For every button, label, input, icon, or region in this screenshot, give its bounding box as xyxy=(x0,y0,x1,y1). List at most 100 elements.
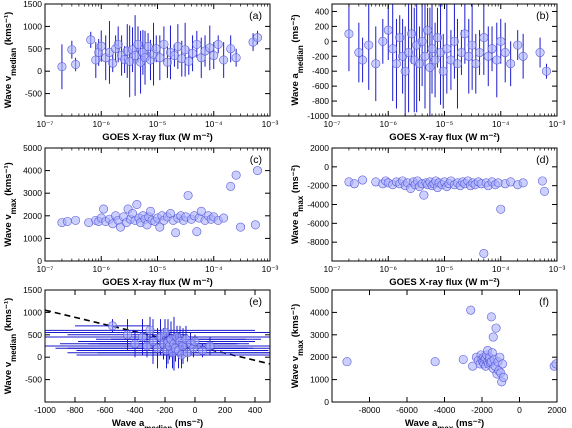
data-point-a-42 xyxy=(219,55,229,65)
data-point-c-56 xyxy=(236,222,246,232)
x-axis-label-a: GOES X-ray flux (W m⁻²) xyxy=(102,132,213,143)
data-point-a-41 xyxy=(213,39,223,49)
y-tick-label-d: -8000 xyxy=(307,237,329,247)
x-axis-label-c: GOES X-ray flux (W m⁻²) xyxy=(102,277,213,288)
y-axis-label-b: Wave amedian (ms⁻²) xyxy=(290,14,305,105)
data-point-e-1 xyxy=(123,330,133,340)
data-point-b-13 xyxy=(407,29,417,39)
data-point-b-20 xyxy=(425,62,435,72)
x-tick-label-f: -8000 xyxy=(359,405,381,415)
data-point-b-21 xyxy=(427,44,437,54)
data-point-c-45 xyxy=(192,227,202,237)
x-tick-label-e: -600 xyxy=(96,405,113,415)
data-point-b-46 xyxy=(541,66,551,76)
y-tick-label-d: -4000 xyxy=(307,200,329,210)
y-axis-label-e: Wave vmedian (kms⁻¹) xyxy=(3,298,18,395)
y-tick-label-a: 1500 xyxy=(23,0,42,9)
data-point-b-40 xyxy=(496,36,506,46)
y-tick-label-c: 4000 xyxy=(23,166,42,176)
x-tick-label-c: 10⁻³ xyxy=(262,264,279,274)
data-point-d-2 xyxy=(358,175,368,185)
data-point-c-7 xyxy=(99,204,109,214)
data-point-b-19 xyxy=(423,25,433,35)
data-point-c-57 xyxy=(250,220,260,230)
data-point-b-23 xyxy=(432,33,442,43)
data-point-a-0 xyxy=(57,62,67,72)
data-point-e-3 xyxy=(138,332,148,342)
panel-d: 10⁻⁷ 10⁻⁶ 10⁻⁵ 10⁻⁴ 10⁻³ -8000 -6000 -4000 -2000… xyxy=(290,143,566,288)
x-tick-label-e: -400 xyxy=(126,405,143,415)
data-point-a-2 xyxy=(71,59,81,69)
y-tick-label-b: -1000 xyxy=(307,111,329,121)
y-tick-label-f: 1000 xyxy=(310,375,329,385)
data-point-c-20 xyxy=(132,200,142,210)
data-point-b-28 xyxy=(449,36,459,46)
data-point-b-33 xyxy=(467,40,477,50)
panel-c: 10⁻⁷ 10⁻⁶ 10⁻⁵ 10⁻⁴ 10⁻³ 0 1000 2000 3000 4000 500… xyxy=(3,143,279,288)
data-point-b-6 xyxy=(383,25,393,35)
data-point-b-35 xyxy=(475,48,485,58)
x-tick-label-a: 10⁻⁴ xyxy=(205,119,223,129)
y-tick-label-e: -500 xyxy=(25,375,42,385)
data-point-a-33 xyxy=(180,45,190,55)
y-tick-label-b: 400 xyxy=(315,6,329,16)
data-point-a-43 xyxy=(226,44,236,54)
y-tick-label-a: 500 xyxy=(28,44,42,54)
data-point-d-1 xyxy=(349,179,359,189)
data-point-c-27 xyxy=(145,206,155,216)
data-point-e-7 xyxy=(153,343,163,353)
data-point-f-3 xyxy=(466,305,476,315)
x-tick-label-a: 10⁻⁷ xyxy=(36,119,53,129)
x-tick-label-d: 10⁻⁷ xyxy=(323,264,340,274)
x-axis-label-e: Wave amedian (ms⁻²) xyxy=(112,418,203,428)
data-point-b-32 xyxy=(464,51,474,61)
data-point-e-6 xyxy=(148,337,158,347)
y-tick-label-e: 1500 xyxy=(23,285,42,295)
data-point-a-18 xyxy=(133,39,143,49)
x-tick-label-f: 2000 xyxy=(548,405,567,415)
panel-label-f: (f) xyxy=(539,296,549,308)
data-point-a-40 xyxy=(209,51,219,61)
axes-frame-d xyxy=(331,147,558,262)
data-point-b-1 xyxy=(354,48,364,58)
panel-b: 10⁻⁷ 10⁻⁶ 10⁻⁵ 10⁻⁴ 10⁻³ -1000 -800 -600 -400 -20… xyxy=(290,3,566,143)
panel-label-a: (a) xyxy=(249,10,262,22)
data-point-c-54 xyxy=(226,181,236,191)
x-axis-label-f: Wave amax (ms⁻²) xyxy=(405,418,484,428)
data-point-d-44 xyxy=(479,248,489,258)
data-point-b-43 xyxy=(513,40,523,50)
y-tick-label-c: 2000 xyxy=(23,211,42,221)
x-tick-label-f: -4000 xyxy=(434,405,456,415)
data-point-b-37 xyxy=(483,51,493,61)
data-point-b-3 xyxy=(364,40,374,50)
y-tick-label-c: 3000 xyxy=(23,188,42,198)
data-point-b-36 xyxy=(479,33,489,43)
data-point-b-31 xyxy=(460,29,470,39)
data-point-b-34 xyxy=(471,59,481,69)
data-point-a-39 xyxy=(205,43,215,53)
data-point-e-28 xyxy=(198,345,208,355)
data-point-b-9 xyxy=(395,33,405,43)
y-tick-label-c: 0 xyxy=(37,256,42,266)
x-tick-label-a: 10⁻³ xyxy=(262,119,279,129)
data-point-a-1 xyxy=(67,45,77,55)
data-point-b-12 xyxy=(404,48,414,58)
plot-area-a xyxy=(57,15,263,98)
x-tick-label-b: 10⁻⁷ xyxy=(323,119,340,129)
data-point-a-9 xyxy=(108,58,118,68)
data-point-b-11 xyxy=(400,66,410,76)
data-point-e-10 xyxy=(160,328,170,338)
y-tick-label-f: 2000 xyxy=(310,352,329,362)
y-tick-label-f: 3000 xyxy=(310,330,329,340)
x-tick-label-f: -2000 xyxy=(471,405,493,415)
data-point-e-5 xyxy=(145,325,155,335)
data-point-d-56 xyxy=(540,186,550,196)
data-point-a-22 xyxy=(143,42,153,52)
data-point-e-27 xyxy=(190,337,200,347)
data-point-a-26 xyxy=(155,53,165,63)
data-point-c-55 xyxy=(231,170,241,180)
y-tick-label-d: -2000 xyxy=(307,181,329,191)
y-tick-label-c: 1000 xyxy=(23,233,42,243)
data-point-d-50 xyxy=(496,204,506,214)
y-tick-label-a: -500 xyxy=(25,89,42,99)
